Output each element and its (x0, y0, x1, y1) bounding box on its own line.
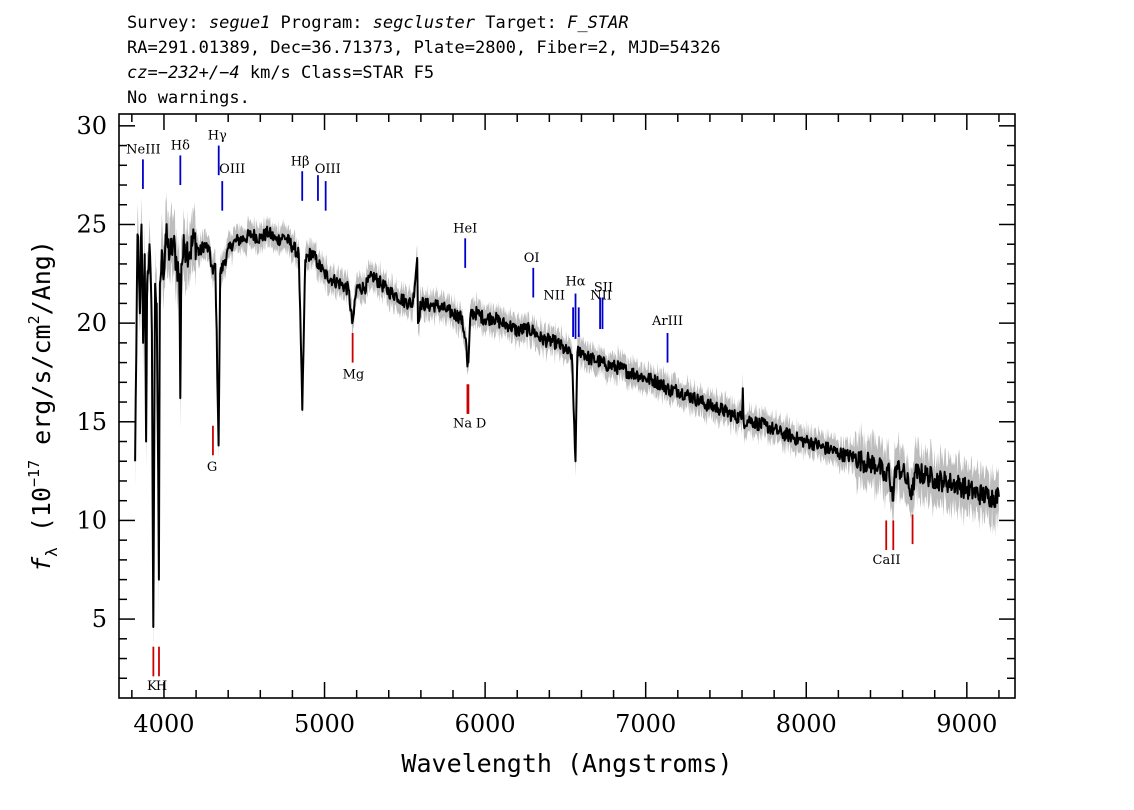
line-label-hei-6: HeI (453, 221, 477, 236)
y-tick-label-25: 25 (76, 210, 107, 238)
line-label-k-13: K (147, 679, 157, 694)
line-label-ariii-12: ArIII (651, 314, 683, 329)
y-axis-title: fλ (10−17 erg/s/cm2/Ang) (25, 240, 61, 572)
y-tick-label-30: 30 (76, 112, 107, 140)
line-label-nii-8: NII (543, 288, 565, 303)
x-tick-label-7000: 7000 (615, 710, 676, 738)
flux-error-envelope (135, 191, 999, 658)
line-label-h-1: Hδ (171, 139, 190, 154)
header-line-4: No warnings. (127, 88, 250, 108)
program-name: segcluster (373, 13, 476, 33)
line-label-oiii-5: OIII (315, 162, 341, 177)
target-name: F_STAR (567, 13, 628, 33)
line-label-h-9: Hα (565, 275, 585, 290)
line-label-h-4: Hβ (291, 154, 310, 169)
line-label-neiii-0: NeIII (126, 142, 160, 157)
line-label-oiii-3: OIII (219, 162, 245, 177)
line-label-na-17: Na (453, 417, 472, 432)
line-label-sii-10: SII (594, 281, 613, 296)
line-label-oi-7: OI (524, 251, 540, 266)
x-axis-title: Wavelength (Angstroms) (401, 749, 732, 778)
line-label-h-2: Hγ (208, 129, 227, 144)
line-label-caii-19: CaII (873, 553, 901, 568)
y-tick-label-5: 5 (92, 605, 107, 633)
y-tick-label-20: 20 (76, 309, 107, 337)
axis-ticks (119, 114, 1015, 698)
line-label-h-14: H (156, 679, 167, 694)
x-tick-label-5000: 5000 (294, 710, 355, 738)
header-line-3: cz=−232+/−4 km/s Class=STAR F5 (127, 63, 434, 83)
x-tick-label-4000: 4000 (133, 710, 194, 738)
line-label-d-18: D (476, 417, 486, 432)
y-tick-label-10: 10 (76, 506, 107, 534)
spectral-line-markers (142, 145, 914, 677)
header-line-1: Survey: segue1 Program: segcluster Targe… (127, 13, 629, 33)
flux-line (134, 223, 1000, 628)
line-label-mg-16: Mg (343, 367, 365, 382)
flux-error-band (135, 191, 999, 658)
x-tick-label-9000: 9000 (936, 710, 997, 738)
x-tick-label-8000: 8000 (776, 710, 837, 738)
flux-series (134, 223, 1000, 628)
plot-frame (118, 113, 1016, 699)
y-tick-label-15: 15 (76, 408, 107, 436)
axis-tick-labels: 4000 5000 6000 7000 8000 9000 5 10 15 20 25 30 (76, 112, 997, 738)
x-tick-label-6000: 6000 (455, 710, 516, 738)
survey-name: segue1 (209, 13, 270, 33)
line-label-nii-11: NII (590, 288, 612, 303)
line-label-g-15: G (207, 460, 217, 475)
header-line-2: RA=291.01389, Dec=36.71373, Plate=2800, … (127, 38, 721, 58)
